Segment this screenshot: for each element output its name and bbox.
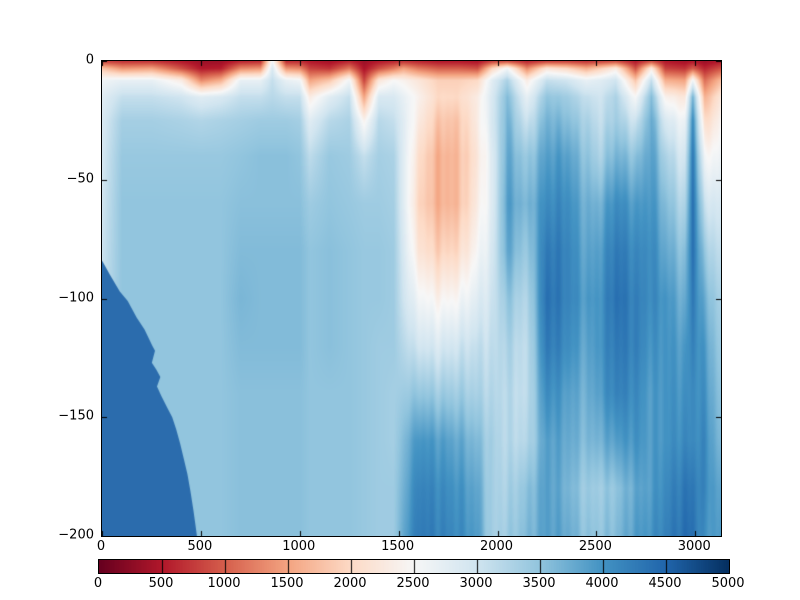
colorbar-tick-label: 3500 bbox=[522, 576, 556, 591]
y-tick-label: −100 bbox=[58, 290, 94, 305]
colorbar-tick-label: 5000 bbox=[711, 576, 745, 591]
colorbar bbox=[98, 559, 730, 574]
colorbar-tick-label: 2000 bbox=[333, 576, 367, 591]
colorbar-tick-label: 4000 bbox=[585, 576, 619, 591]
y-tick-label: −150 bbox=[58, 408, 94, 424]
colorbar-canvas bbox=[99, 560, 729, 573]
x-tick-label: 2000 bbox=[479, 539, 514, 554]
heatmap-canvas bbox=[102, 61, 721, 536]
colorbar-tick-label: 0 bbox=[93, 576, 103, 591]
x-tick-label: 3000 bbox=[677, 539, 711, 554]
y-tick-label: 0 bbox=[85, 52, 94, 68]
colorbar-tick-label: 4500 bbox=[648, 576, 682, 591]
x-tick-label: 500 bbox=[187, 539, 213, 554]
colorbar-tick-label: 1500 bbox=[270, 576, 304, 591]
y-tick-label: −200 bbox=[58, 527, 94, 543]
x-tick-label: 1500 bbox=[381, 539, 415, 554]
x-tick-label: 2500 bbox=[578, 539, 612, 554]
colorbar-tick-label: 2500 bbox=[396, 576, 430, 591]
colorbar-tick-label: 3000 bbox=[459, 576, 493, 591]
plot-area bbox=[101, 60, 722, 537]
colorbar-tick-label: 1000 bbox=[207, 576, 241, 591]
x-tick-label: 0 bbox=[96, 539, 106, 554]
colorbar-tick-label: 500 bbox=[148, 576, 174, 591]
x-tick-label: 1000 bbox=[282, 539, 316, 554]
y-tick-label: −50 bbox=[66, 171, 94, 187]
